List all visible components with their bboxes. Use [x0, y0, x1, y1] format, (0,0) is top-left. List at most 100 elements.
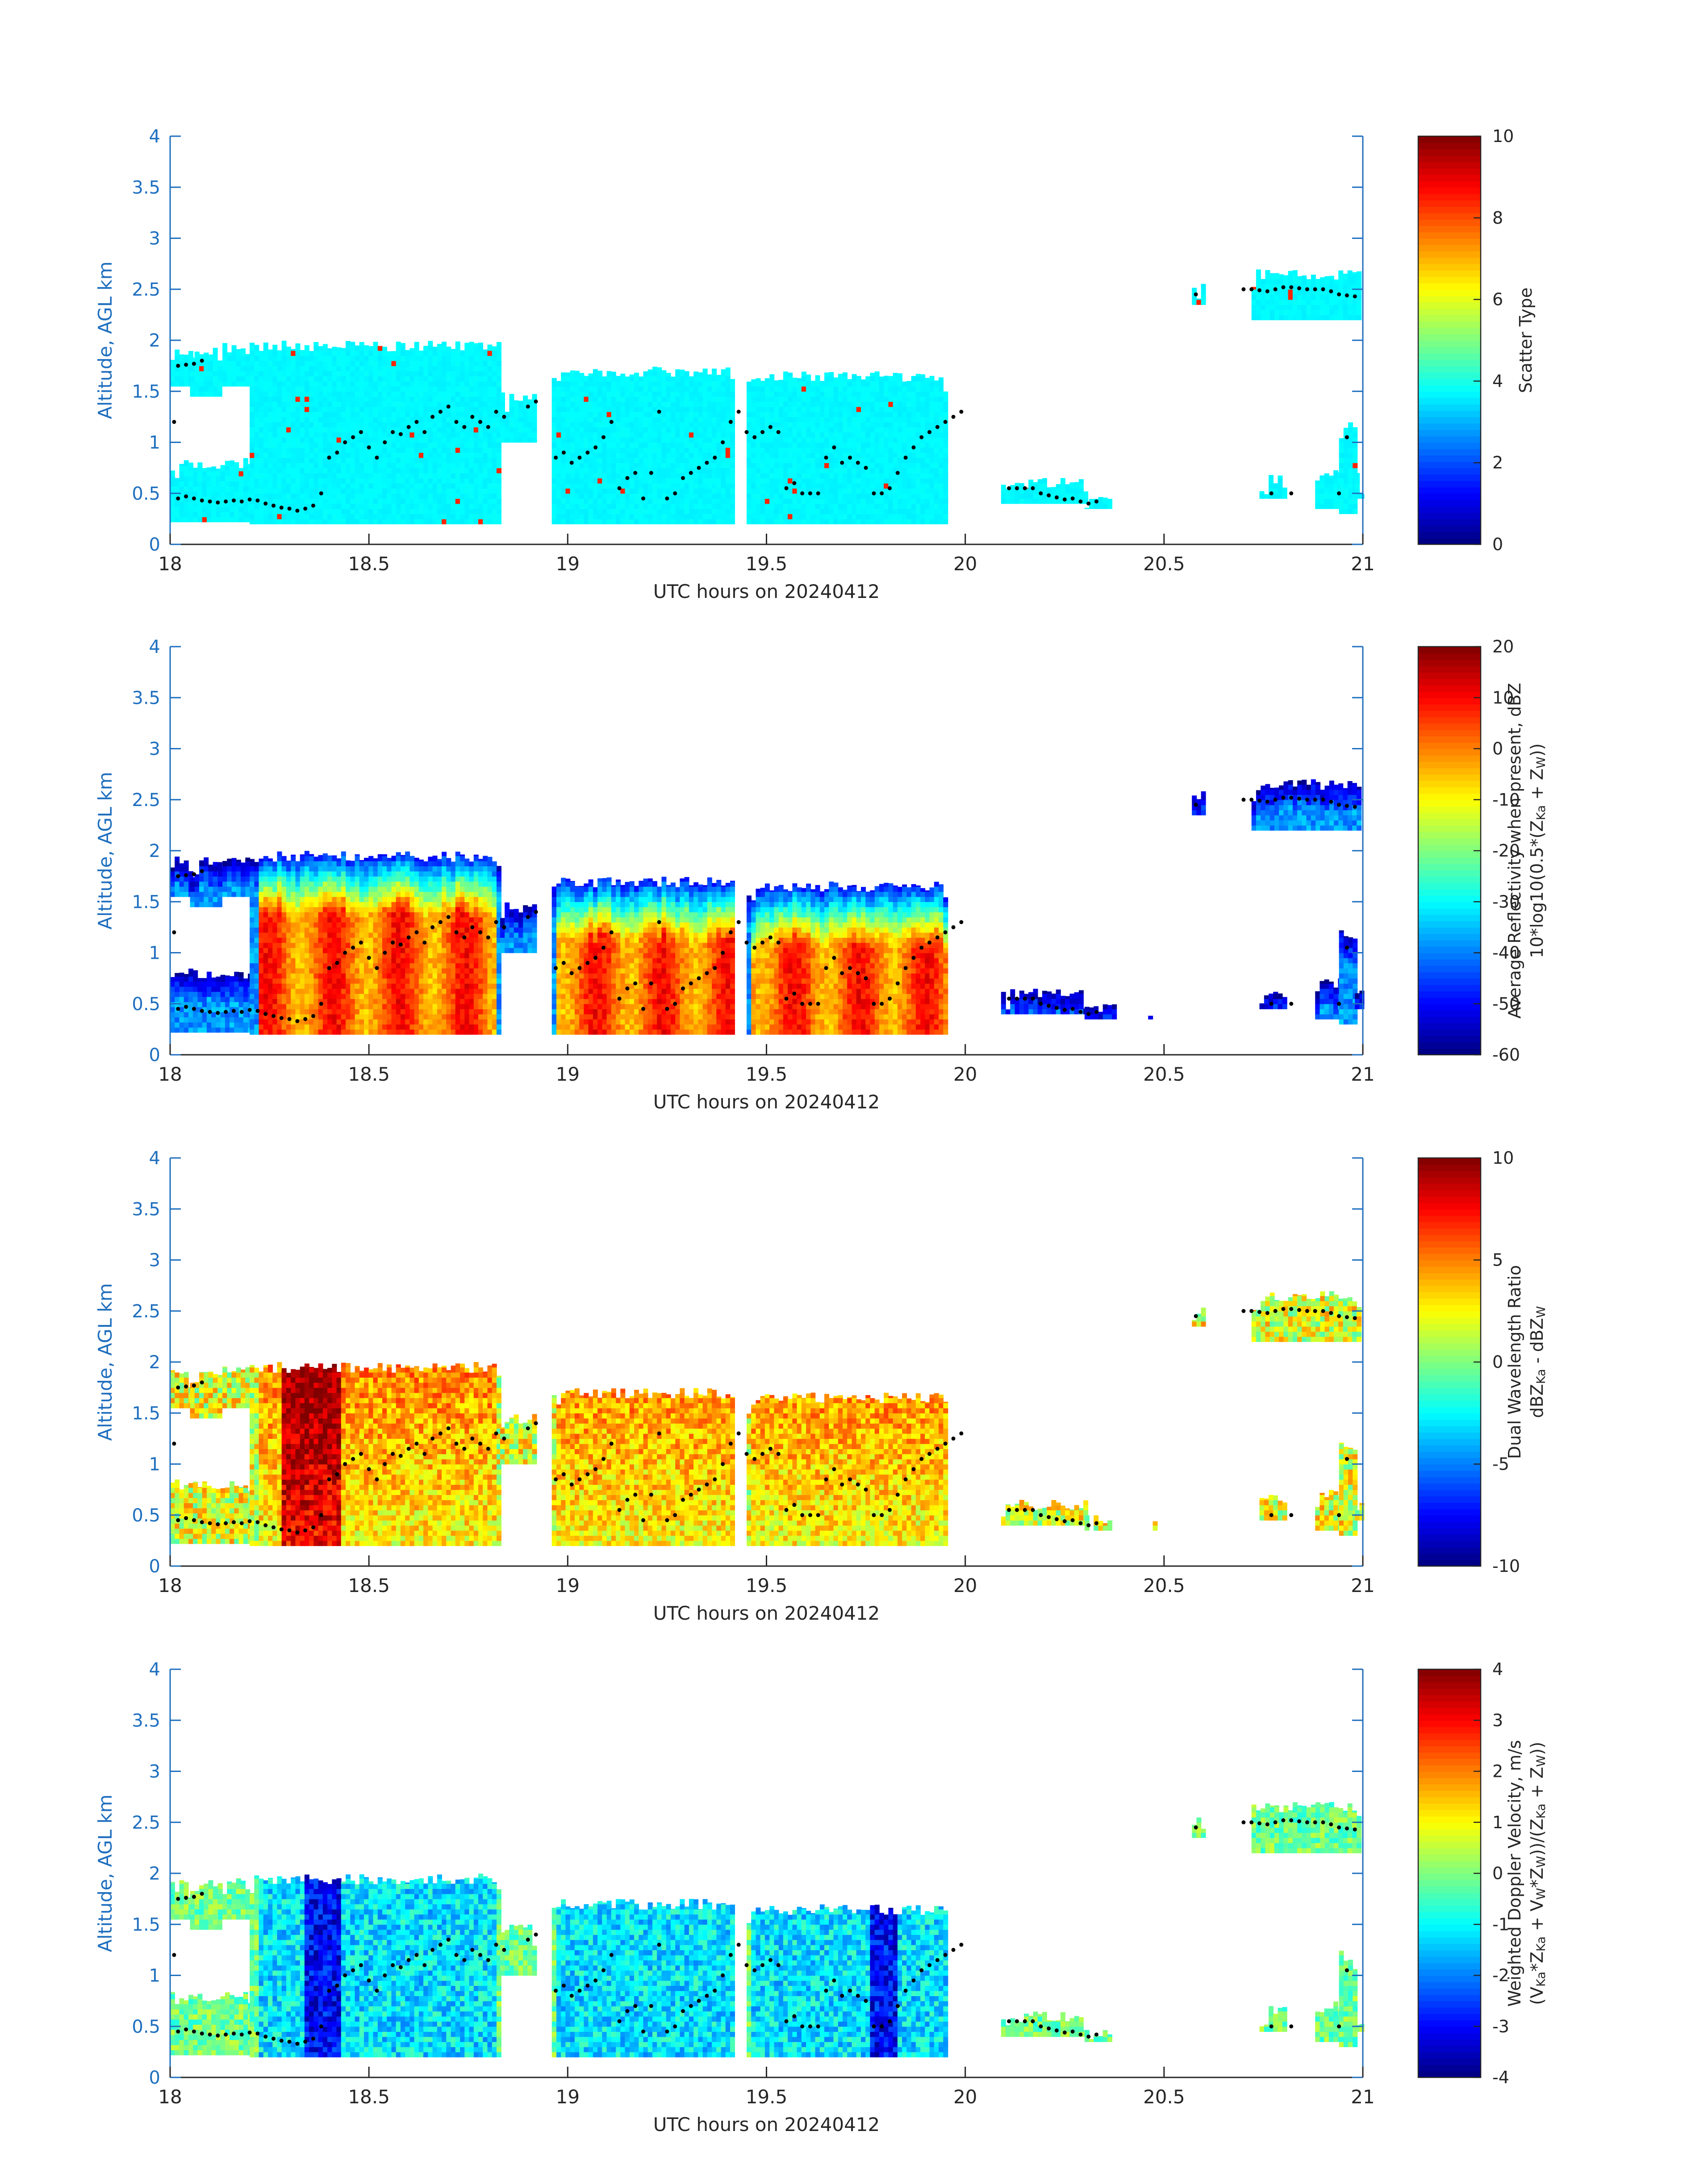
- heatmap-cell: [382, 493, 387, 499]
- heatmap-cell: [774, 447, 779, 453]
- heatmap-cell: [861, 519, 866, 524]
- heatmap-cell: [309, 509, 314, 514]
- heatmap-cell: [934, 386, 939, 392]
- heatmap-cell: [693, 407, 698, 412]
- heatmap-cell: [305, 483, 309, 489]
- heatmap-cell: [359, 397, 364, 402]
- heatmap-cell: [387, 504, 392, 509]
- heatmap-cell: [570, 514, 575, 519]
- heatmap-cell: [497, 371, 501, 376]
- heatmap-cell: [643, 432, 648, 438]
- heatmap-cell: [769, 473, 774, 478]
- heatmap-cell: [286, 366, 291, 371]
- heatmap-cell: [382, 386, 387, 392]
- heatmap-cell: [616, 443, 621, 448]
- heatmap-cell: [213, 371, 218, 376]
- heatmap-cell: [693, 514, 698, 519]
- heatmap-cell: [834, 463, 839, 468]
- heatmap-cell: [898, 519, 902, 524]
- heatmap-cell: [478, 504, 483, 509]
- heatmap-cell: [685, 504, 689, 509]
- heatmap-cell: [861, 447, 866, 453]
- heatmap-cell: [561, 427, 566, 432]
- heatmap-cell: [296, 412, 301, 417]
- heatmap-cell: [916, 488, 921, 493]
- heatmap-cell: [188, 471, 193, 476]
- heatmap-cell: [286, 371, 291, 376]
- heatmap-cell: [313, 514, 318, 519]
- heatmap-cell: [703, 519, 708, 524]
- heatmap-cell: [455, 514, 460, 519]
- heatmap-cell: [707, 478, 712, 484]
- heatmap-cell: [657, 437, 662, 443]
- heatmap-cell: [373, 412, 378, 417]
- heatmap-cell: [327, 478, 332, 484]
- heatmap-cell: [783, 437, 788, 443]
- heatmap-cell: [703, 443, 708, 448]
- heatmap-cell: [634, 386, 639, 392]
- heatmap-cell: [861, 412, 866, 417]
- heatmap-cell: [218, 381, 223, 386]
- heatmap-cell: [783, 412, 788, 417]
- heatmap-cell: [916, 443, 921, 448]
- heatmap-cell: [318, 447, 323, 453]
- heatmap-cell: [666, 397, 671, 402]
- heatmap-cell: [616, 397, 621, 402]
- heatmap-cell: [797, 478, 802, 484]
- heatmap-cell: [259, 412, 264, 417]
- heatmap-cell: [286, 468, 291, 473]
- heatmap-cell: [300, 417, 305, 422]
- heatmap-cell: [712, 368, 717, 371]
- heatmap-cell: [730, 443, 735, 448]
- heatmap-cell: [433, 488, 438, 493]
- heatmap-cell: [221, 491, 226, 497]
- heatmap-cell: [847, 412, 852, 417]
- heatmap-cell: [469, 443, 474, 448]
- heatmap-cell: [337, 437, 342, 443]
- heatmap-cell: [382, 366, 387, 371]
- heatmap-cell: [561, 498, 566, 504]
- heatmap-cell: [318, 473, 323, 478]
- heatmap-cell: [483, 386, 488, 392]
- heatmap-cell: [602, 483, 607, 489]
- heatmap-cell: [616, 478, 621, 484]
- heatmap-cell: [300, 488, 305, 493]
- heatmap-cell: [442, 488, 447, 493]
- heatmap-cell: [492, 376, 497, 381]
- heatmap-cell: [216, 512, 221, 517]
- heatmap-cell: [1094, 504, 1098, 509]
- heatmap-cell: [703, 473, 708, 478]
- heatmap-cell: [730, 504, 735, 509]
- heatmap-cell: [296, 437, 301, 443]
- heatmap-cell: [423, 381, 428, 386]
- heatmap-cell: [222, 371, 227, 376]
- heatmap-cell: [532, 432, 537, 438]
- heatmap-cell: [875, 386, 880, 392]
- heatmap-cell: [346, 473, 351, 478]
- heatmap-cell: [911, 458, 916, 463]
- heatmap-cell: [620, 468, 625, 473]
- heatmap-cell: [611, 412, 616, 417]
- heatmap-cell: [442, 458, 447, 463]
- heatmap-cell: [359, 381, 364, 386]
- heatmap-cell: [341, 519, 346, 524]
- heatmap-cell: [337, 519, 342, 524]
- heatmap-cell: [368, 483, 373, 489]
- heatmap-cell: [392, 447, 397, 453]
- heatmap-cell: [359, 342, 364, 346]
- heatmap-cell: [1107, 504, 1112, 509]
- heatmap-cell: [488, 366, 493, 371]
- heatmap-cell: [332, 422, 337, 427]
- heatmap-cell: [272, 376, 277, 381]
- heatmap-cell: [474, 345, 479, 351]
- heatmap-cell: [707, 427, 712, 432]
- heatmap-cell: [774, 401, 779, 407]
- heatmap-cell: [428, 509, 433, 514]
- heatmap-cell: [401, 504, 405, 509]
- heatmap-cell: [788, 519, 793, 524]
- heatmap-cell: [250, 361, 255, 366]
- heatmap-cell: [602, 473, 607, 478]
- heatmap-cell: [378, 478, 383, 484]
- heatmap-cell: [589, 468, 593, 473]
- heatmap-cell: [469, 386, 474, 392]
